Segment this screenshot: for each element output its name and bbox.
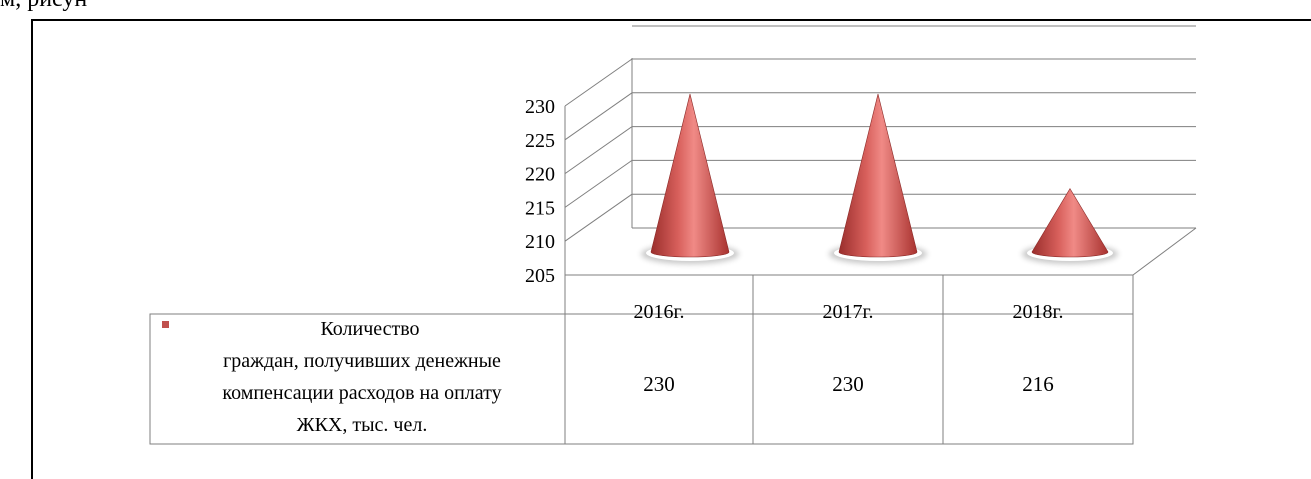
cone-body bbox=[838, 93, 918, 258]
category-labels: 2016г. 2017г. 2018г. bbox=[634, 301, 1064, 323]
y-tick-label: 215 bbox=[525, 197, 555, 219]
value-labels: 230 230 216 bbox=[643, 372, 1054, 396]
floor-right-edge bbox=[1132, 227, 1197, 276]
cone-chart: 205 210 215 220 225 230 Количество граждан, по… bbox=[149, 25, 1197, 445]
category-label: 2017г. bbox=[823, 301, 874, 323]
value-label: 230 bbox=[832, 372, 864, 396]
category-label: 2018г. bbox=[1013, 301, 1064, 323]
y-tick-label: 230 bbox=[525, 96, 555, 118]
y-tick-label: 220 bbox=[525, 164, 555, 186]
legend-line: ЖКХ, тыс. чел. bbox=[297, 414, 428, 436]
cone-body bbox=[1031, 188, 1109, 258]
grid-side-220 bbox=[564, 126, 633, 175]
grid-lines bbox=[564, 25, 1196, 242]
y-axis-ticks: 205 210 215 220 225 230 bbox=[525, 96, 555, 287]
cone-2016г. bbox=[641, 93, 739, 264]
grid-side-215 bbox=[564, 159, 633, 208]
y-tick-label: 205 bbox=[525, 265, 555, 287]
legend-line: компенсации расходов на оплату bbox=[222, 382, 501, 404]
cones bbox=[641, 93, 1118, 264]
page-top-text: м, рисун bbox=[0, 0, 87, 13]
cone-body bbox=[650, 93, 730, 258]
category-label: 2016г. bbox=[634, 301, 685, 323]
grid-side-230 bbox=[564, 58, 633, 107]
table-body bbox=[149, 313, 1134, 445]
cone-2017г. bbox=[829, 93, 927, 264]
grid-walls bbox=[564, 58, 1197, 276]
legend-line: граждан, получивших денежные bbox=[223, 350, 501, 372]
y-tick-label: 225 bbox=[525, 130, 555, 152]
legend-text: Количество граждан, получивших денежные ко… bbox=[222, 318, 501, 436]
grid-side-210 bbox=[564, 193, 633, 242]
y-tick-label: 210 bbox=[525, 231, 555, 253]
grid-side-225 bbox=[564, 92, 633, 141]
cone-2018г. bbox=[1022, 188, 1118, 264]
chart-frame bbox=[31, 19, 1311, 479]
value-label: 230 bbox=[643, 372, 675, 396]
legend-marker bbox=[162, 321, 169, 328]
legend-line: Количество bbox=[320, 318, 419, 340]
value-label: 216 bbox=[1022, 372, 1054, 396]
data-table: Количество граждан, получивших денежные ко… bbox=[149, 275, 1134, 445]
